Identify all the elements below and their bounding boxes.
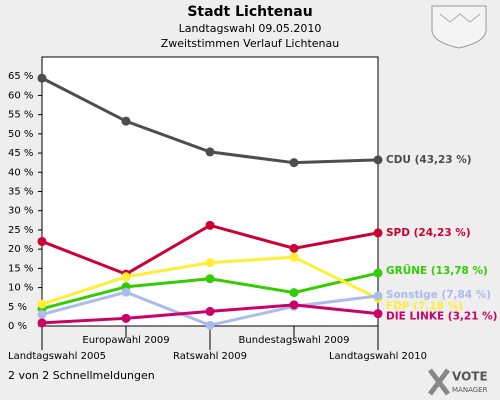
data-point — [373, 228, 383, 238]
coat-of-arms — [431, 5, 487, 49]
series-label: DIE LINKE (3,21 %) — [386, 311, 497, 323]
y-tick-label: 60 % — [8, 90, 33, 101]
y-tick-label: 40 % — [8, 167, 33, 178]
y-tick-label: 65 % — [8, 71, 33, 82]
data-point — [289, 288, 299, 298]
data-point — [205, 220, 215, 230]
data-point — [205, 258, 215, 268]
data-point — [121, 116, 131, 126]
chart-subtitle: Zweitstimmen Verlauf Lichtenau — [161, 37, 340, 50]
data-point — [205, 306, 215, 316]
data-point — [289, 252, 299, 262]
data-point — [289, 158, 299, 168]
coat-of-arms-detail — [439, 13, 481, 23]
series-label: FDP (7,18 %) — [386, 300, 463, 312]
data-point — [205, 147, 215, 157]
x-tick-label: Landtagswahl 2010 — [329, 351, 427, 362]
data-point — [373, 291, 383, 301]
data-point — [205, 320, 215, 330]
data-point — [37, 299, 47, 309]
x-tick-label: Europawahl 2009 — [82, 335, 169, 346]
chart-title: Stadt Lichtenau — [187, 4, 312, 20]
y-tick-label: 0 % — [8, 321, 27, 332]
y-tick-label: 25 % — [8, 225, 33, 236]
chart-subtitle: Landtagswahl 09.05.2010 — [179, 22, 322, 35]
series-label: SPD (24,23 %) — [386, 227, 471, 239]
data-point — [373, 309, 383, 319]
data-point — [289, 243, 299, 253]
y-tick-label: 30 % — [8, 206, 33, 217]
y-tick-label: 10 % — [8, 283, 33, 294]
data-point — [121, 272, 131, 282]
data-point — [37, 73, 47, 83]
logo-mark — [428, 368, 450, 396]
data-point — [373, 268, 383, 278]
y-tick-label: 55 % — [8, 110, 33, 121]
y-tick-label: 45 % — [8, 148, 33, 159]
y-tick-label: 50 % — [8, 129, 33, 140]
data-point — [37, 309, 47, 319]
y-tick-label: 5 % — [8, 302, 27, 313]
data-point — [121, 287, 131, 297]
series-label: Sonstige (7,84 %) — [386, 289, 491, 301]
y-tick-label: 35 % — [8, 187, 33, 198]
logo-text: MANAGER — [452, 386, 488, 394]
data-point — [373, 155, 383, 165]
footer: 2 von 2 Schnellmeldungen — [8, 369, 155, 382]
series-label: GRÜNE (13,78 %) — [386, 263, 488, 277]
data-point — [37, 318, 47, 328]
series-label: CDU (43,23 %) — [386, 154, 472, 166]
x-tick-label: Bundestagswahl 2009 — [239, 335, 350, 346]
data-point — [37, 236, 47, 246]
y-tick-label: 15 % — [8, 263, 33, 274]
x-tick-label: Ratswahl 2009 — [173, 351, 247, 362]
x-tick-label: Landtagswahl 2005 — [8, 351, 106, 362]
logo-text: VOTE — [452, 370, 488, 384]
data-point — [205, 274, 215, 284]
data-point — [289, 300, 299, 310]
y-tick-label: 20 % — [8, 244, 33, 255]
data-point — [121, 313, 131, 323]
